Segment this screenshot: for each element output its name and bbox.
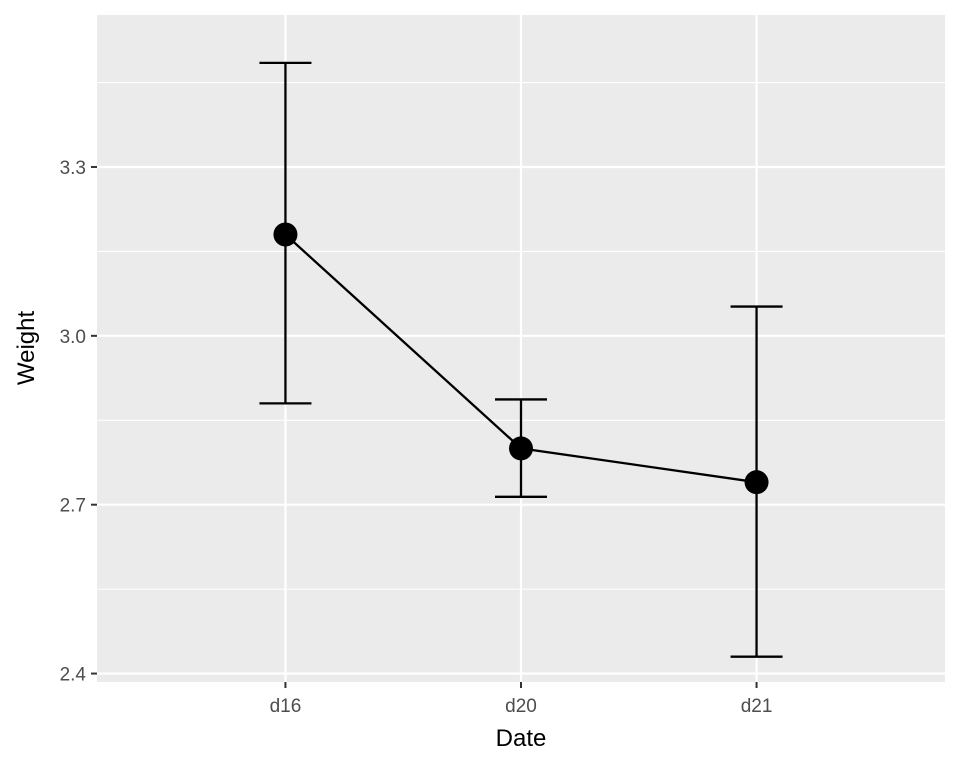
x-axis-title: Date xyxy=(496,725,547,752)
y-tick-label: 2.4 xyxy=(60,665,87,686)
y-tick-label: 3.0 xyxy=(60,327,86,348)
data-points xyxy=(273,222,769,495)
data-point xyxy=(744,470,769,495)
x-axis: d16 d20 d21 xyxy=(270,682,773,717)
x-tick-label: d20 xyxy=(505,696,537,717)
y-axis: 2.4 2.7 3.0 3.3 xyxy=(60,158,97,686)
y-axis-title: Weight xyxy=(13,311,40,386)
data-point xyxy=(509,436,533,461)
y-tick-label: 3.3 xyxy=(60,158,86,179)
x-tick-label: d16 xyxy=(270,696,302,717)
data-point xyxy=(273,222,298,247)
y-tick-label: 2.7 xyxy=(60,496,86,517)
x-tick-label: d21 xyxy=(741,696,773,717)
